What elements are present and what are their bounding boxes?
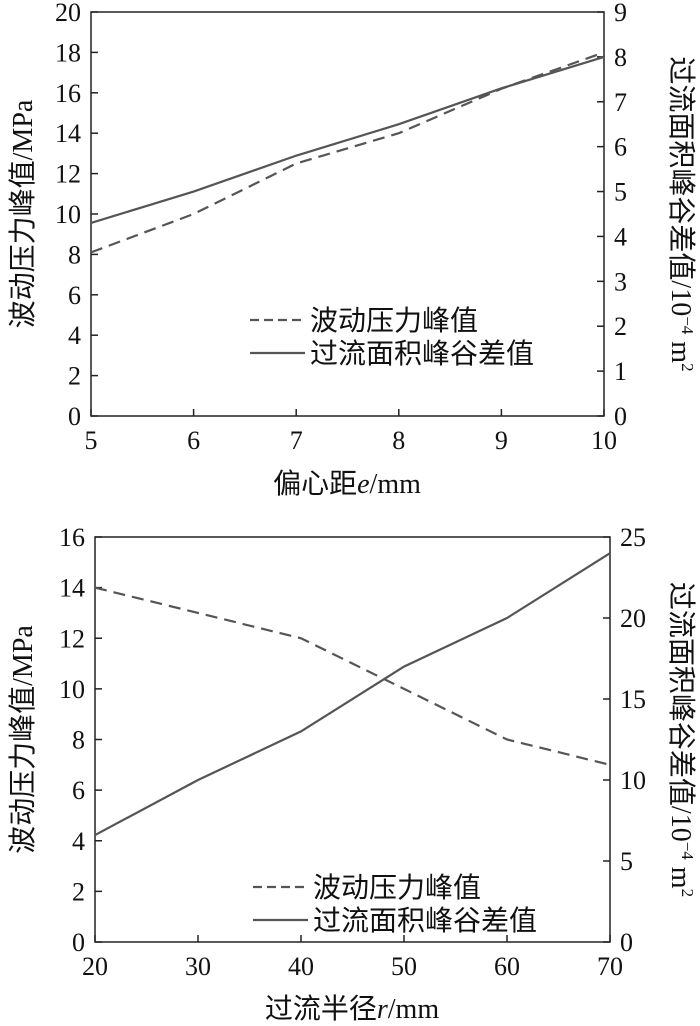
y2-axis-title: 过流面积峰谷差值/10−4 m2 xyxy=(665,582,697,897)
y2-tick-label: 5 xyxy=(620,847,633,876)
y-tick-label: 8 xyxy=(72,726,85,755)
y-tick-label: 2 xyxy=(72,877,85,906)
y2-axis-title-exp: −4 xyxy=(678,842,697,861)
legend-label: 过流面积峰谷差值 xyxy=(310,338,534,370)
x-axis-title-var: r xyxy=(377,994,388,1025)
y2-axis-title-unit: m xyxy=(665,334,696,363)
y-tick-label: 6 xyxy=(68,281,81,310)
x-tick-label: 10 xyxy=(591,426,617,455)
y2-tick-label: 1 xyxy=(614,357,627,386)
x-tick-label: 40 xyxy=(288,952,314,981)
series-line-area xyxy=(90,55,605,225)
y-tick-label: 14 xyxy=(55,119,81,148)
y-tick-label: 2 xyxy=(68,362,81,391)
y-tick-label: 12 xyxy=(55,160,81,189)
y2-tick-label: 20 xyxy=(620,604,646,633)
y2-tick-label: 25 xyxy=(620,523,646,552)
y2-axis-title-exp: −4 xyxy=(678,316,697,335)
legend-label: 波动压力峰值 xyxy=(310,305,478,337)
x-axis-title-suffix: /mm xyxy=(388,994,440,1025)
x-axis-title-suffix: /mm xyxy=(370,469,422,500)
y2-tick-label: 0 xyxy=(620,928,633,957)
y2-axis-title-unit-exp: 2 xyxy=(678,889,697,898)
y2-axis-title: 过流面积峰谷差值/10−4 m2 xyxy=(665,56,697,371)
y2-tick-label: 15 xyxy=(620,685,646,714)
y-tick-label: 10 xyxy=(59,675,85,704)
x-tick-label: 6 xyxy=(187,426,200,455)
y2-axis-title-unit: m xyxy=(665,860,696,889)
series-line-pressure xyxy=(94,586,611,766)
y-tick-label: 14 xyxy=(59,574,85,603)
y2-tick-label: 3 xyxy=(614,267,627,296)
y-tick-label: 18 xyxy=(55,38,81,67)
y-tick-label: 16 xyxy=(55,79,81,108)
y-tick-label: 10 xyxy=(55,200,81,229)
x-tick-label: 30 xyxy=(185,952,211,981)
y2-tick-label: 7 xyxy=(614,88,627,117)
series-line-area xyxy=(94,552,611,837)
y-tick-label: 4 xyxy=(68,321,81,350)
y-tick-label: 20 xyxy=(55,0,81,27)
x-tick-label: 60 xyxy=(494,952,520,981)
y-tick-label: 6 xyxy=(72,776,85,805)
chart-2: 20 30 40 50 60 7002468101214160510152025波动压力峰… xyxy=(7,523,697,1025)
x-axis-title-var: e xyxy=(357,469,369,500)
y2-tick-label: 0 xyxy=(614,402,627,431)
x-axis-title: 偏心距e/mm xyxy=(273,468,421,500)
y-tick-label: 16 xyxy=(59,523,85,552)
y2-tick-label: 8 xyxy=(614,43,627,72)
y2-tick-label: 5 xyxy=(614,178,627,207)
y-axis-title: 波动压力峰值/MPa xyxy=(7,625,39,854)
x-tick-label: 20 xyxy=(82,952,108,981)
y-tick-label: 4 xyxy=(72,827,85,856)
y-tick-label: 12 xyxy=(59,624,85,653)
y-axis-title: 波动压力峰值/MPa xyxy=(7,99,39,328)
x-axis-title-prefix: 偏心距 xyxy=(273,468,357,500)
x-tick-label: 50 xyxy=(391,952,417,981)
series-line-pressure xyxy=(90,51,605,254)
y2-axis-title-main: 过流面积峰谷差值/10 xyxy=(665,582,697,842)
y2-axis-title-main: 过流面积峰谷差值/10 xyxy=(665,56,697,316)
x-axis-title: 过流半径r/mm xyxy=(265,993,439,1025)
x-tick-label: 5 xyxy=(85,426,98,455)
x-tick-label: 7 xyxy=(290,426,303,455)
y-tick-label: 8 xyxy=(68,240,81,269)
chart-1: 5 6 7 8 9 10024681012141618200123456789波动压力峰值… xyxy=(7,0,697,500)
x-tick-label: 70 xyxy=(597,952,623,981)
y-tick-label: 0 xyxy=(68,402,81,431)
legend-label: 过流面积峰谷差值 xyxy=(313,905,537,937)
y2-axis-title-unit-exp: 2 xyxy=(678,363,697,372)
y2-tick-label: 2 xyxy=(614,312,627,341)
y2-tick-label: 10 xyxy=(620,766,646,795)
y2-tick-label: 4 xyxy=(614,222,627,251)
legend-label: 波动压力峰值 xyxy=(313,872,481,904)
y2-tick-label: 9 xyxy=(614,0,627,27)
y-tick-label: 0 xyxy=(72,928,85,957)
x-tick-label: 9 xyxy=(495,426,508,455)
x-tick-label: 8 xyxy=(392,426,405,455)
y2-tick-label: 6 xyxy=(614,133,627,162)
x-axis-title-prefix: 过流半径 xyxy=(265,993,377,1025)
